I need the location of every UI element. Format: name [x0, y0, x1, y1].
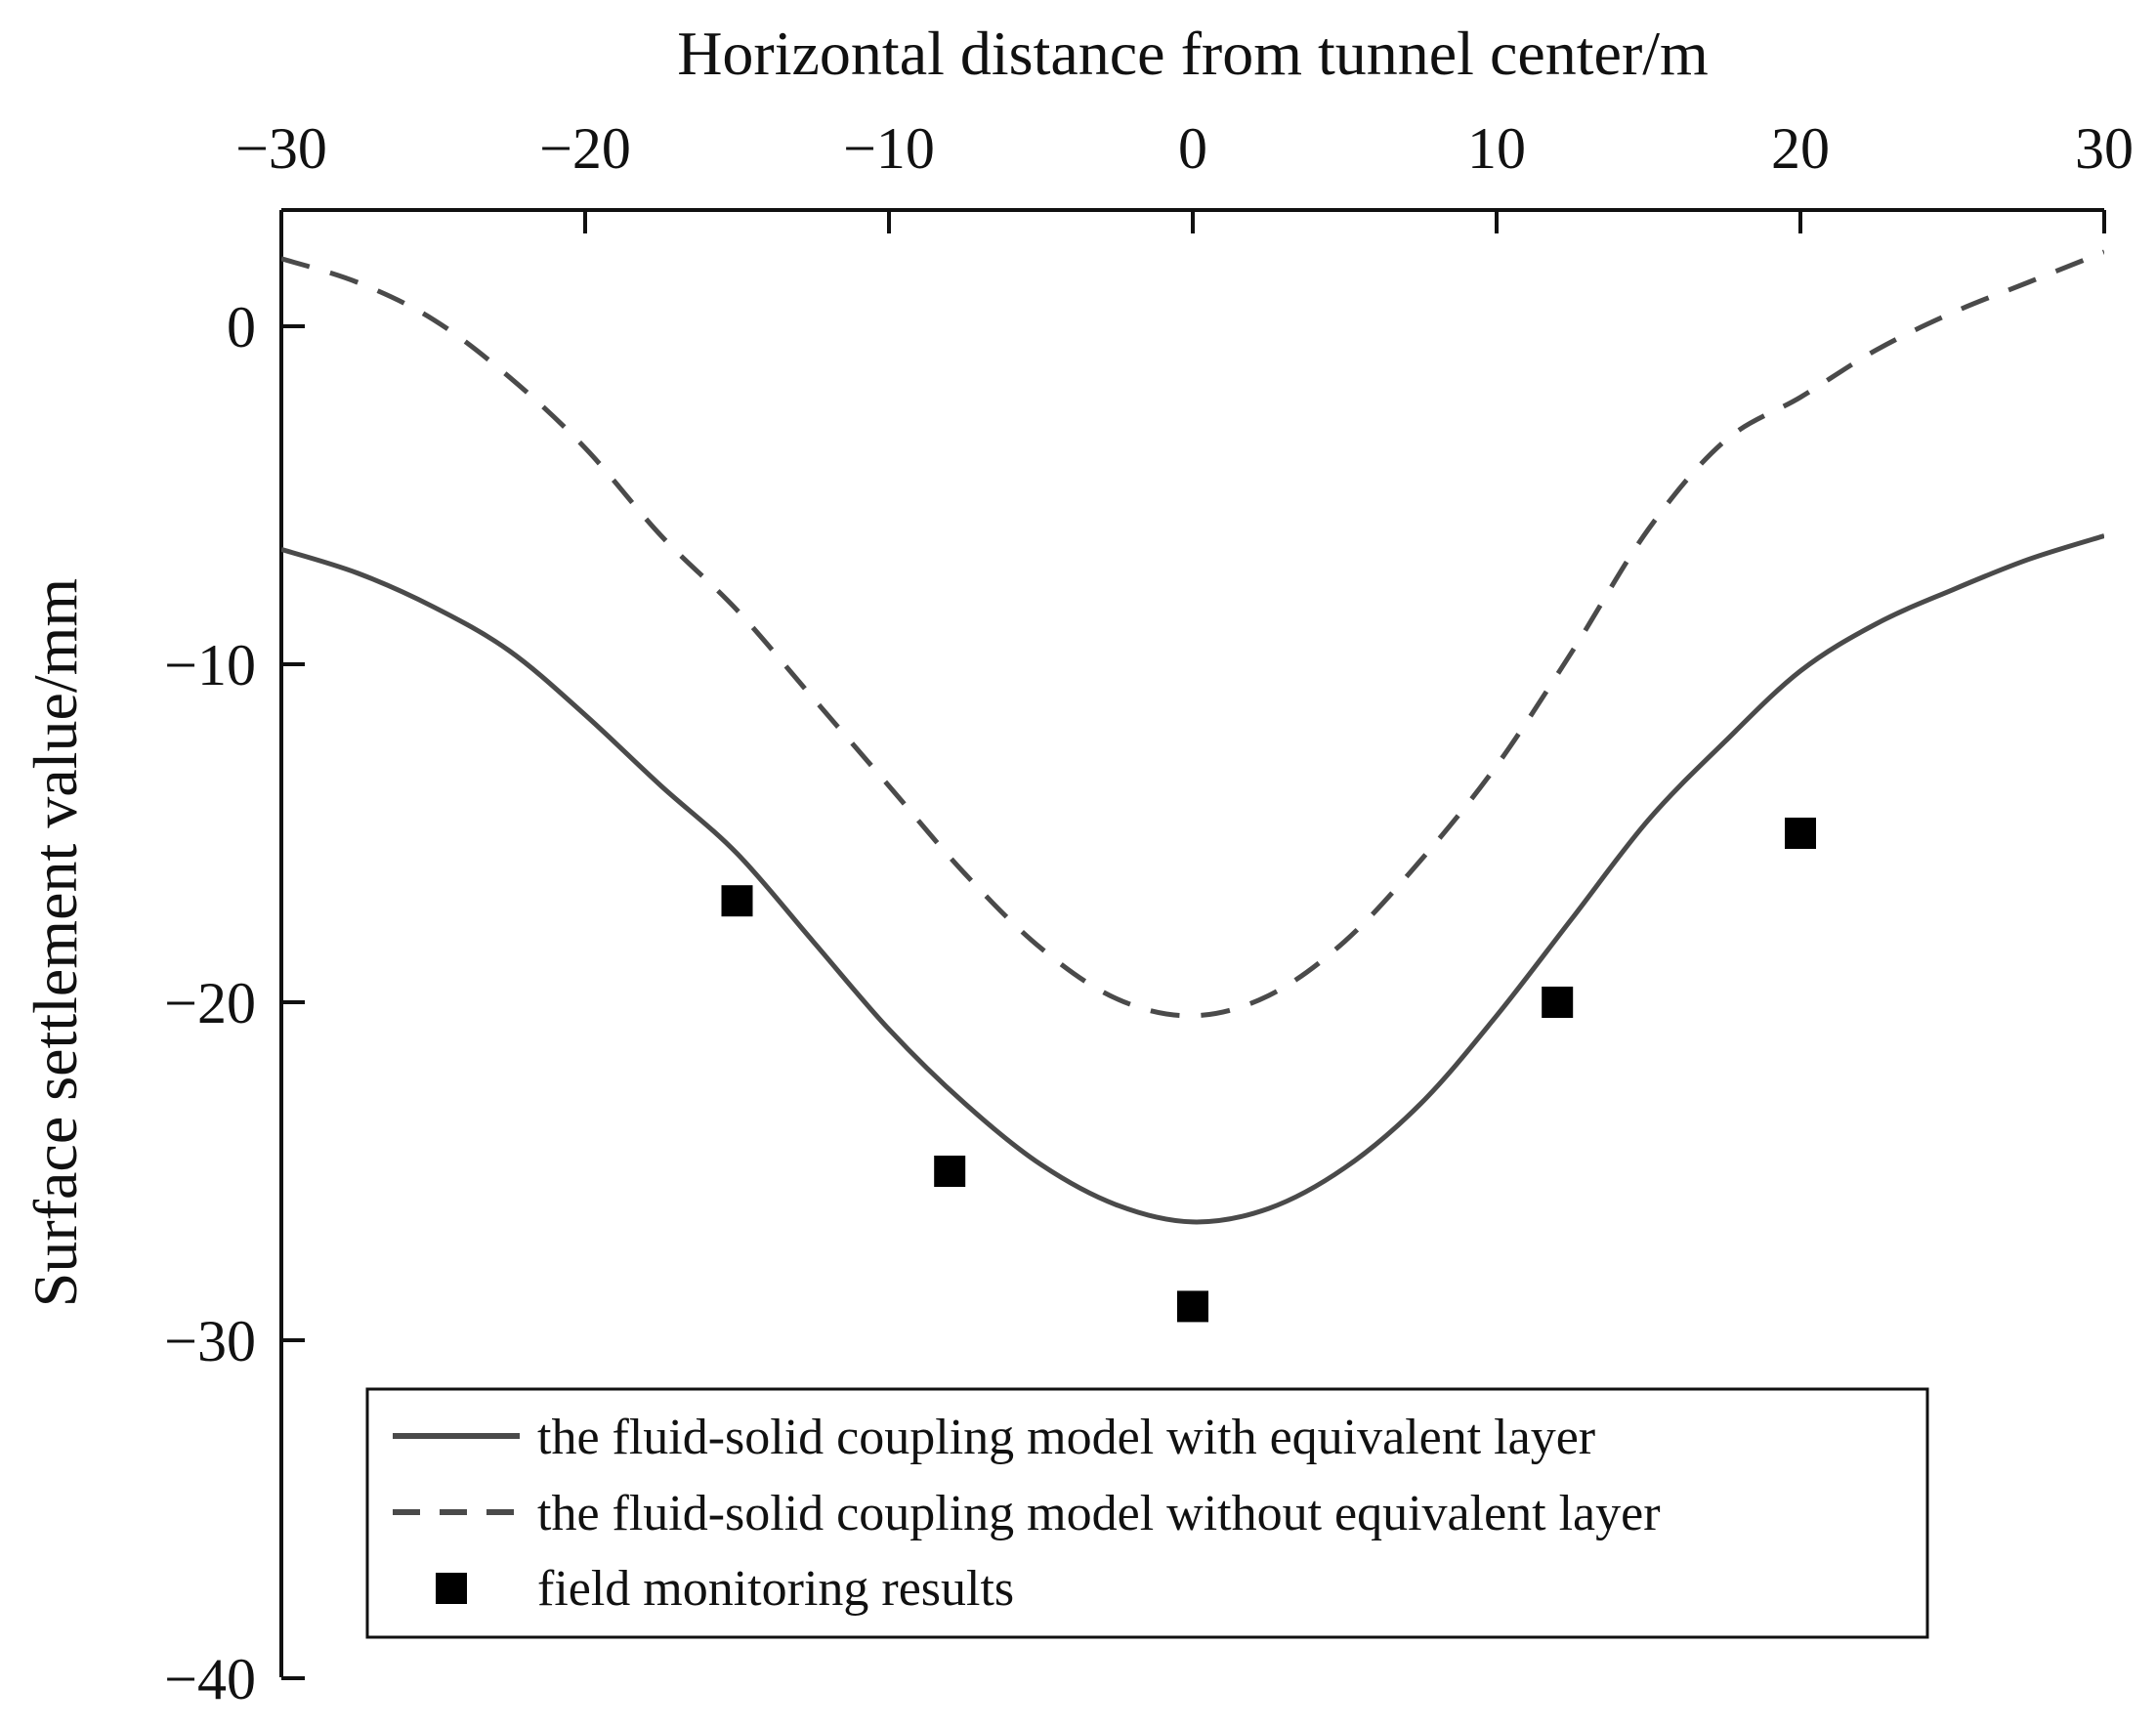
legend-frame — [365, 1387, 1929, 1639]
y-tick-label: −10 — [164, 633, 256, 697]
legend-label-with-layer: the fluid-solid coupling model with equi… — [537, 1410, 1595, 1465]
y-tick-label: −40 — [164, 1647, 256, 1711]
marker-layer — [721, 818, 1816, 1323]
field-data-point — [934, 1156, 966, 1187]
y-axis-title: Surface settlement value/mm — [21, 578, 90, 1307]
field-data-point — [721, 885, 753, 917]
series-line-with-layer — [281, 533, 2104, 1225]
legend-square-marker — [436, 1573, 467, 1604]
x-tick-label: 30 — [2075, 116, 2134, 181]
series-line-without-layer — [281, 249, 2104, 1019]
field-data-point — [1785, 818, 1816, 849]
legend-label-without-layer: the fluid-solid coupling model without e… — [537, 1486, 1661, 1541]
y-tick-label: −30 — [164, 1309, 256, 1373]
x-tick-group: −30 −20 −10 0 10 20 30 — [235, 116, 2134, 233]
x-tick-label: 10 — [1467, 116, 1526, 181]
x-tick-label: 0 — [1178, 116, 1207, 181]
y-tick-group: 0 −10 −20 −30 −40 — [164, 295, 305, 1711]
y-tick-label: 0 — [227, 295, 256, 359]
x-axis-title: Horizontal distance from tunnel center/m — [677, 19, 1709, 88]
x-tick-label: −30 — [235, 116, 327, 181]
legend: the fluid-solid coupling model with equi… — [365, 1387, 1929, 1639]
field-data-point — [1177, 1290, 1208, 1323]
x-tick-label: −20 — [539, 116, 631, 181]
series-layer — [281, 249, 2104, 1225]
x-tick-label: −10 — [843, 116, 935, 181]
legend-label-field: field monitoring results — [537, 1561, 1014, 1617]
x-tick-label: 20 — [1771, 116, 1830, 181]
y-tick-label: −20 — [164, 971, 256, 1035]
field-data-point — [1542, 987, 1574, 1018]
